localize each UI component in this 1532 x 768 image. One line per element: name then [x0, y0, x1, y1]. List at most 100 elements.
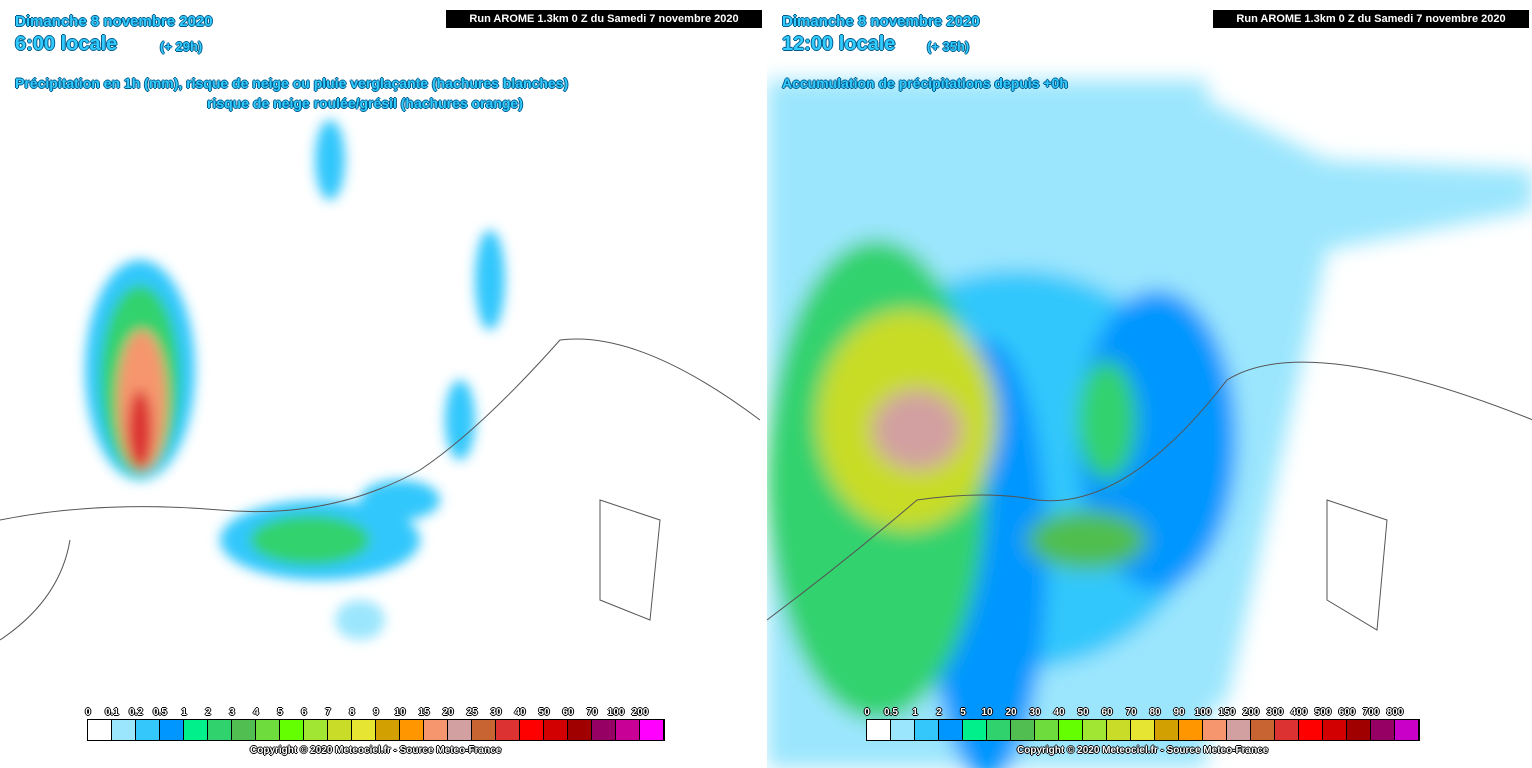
legend-label: 30	[1029, 707, 1041, 718]
legend-swatch	[1059, 720, 1083, 740]
legend-swatch	[987, 720, 1011, 740]
legend-swatch	[400, 720, 424, 740]
map	[767, 80, 1532, 768]
legend-label: 2	[936, 707, 942, 718]
run-label: Run AROME 1.3km 0 Z du Samedi 7 novembre…	[446, 10, 762, 28]
legend-swatch	[867, 720, 891, 740]
legend-swatch	[376, 720, 400, 740]
copyright: Copyright © 2020 Meteociel.fr - Source M…	[1017, 745, 1269, 756]
legend-label: 90	[1173, 707, 1185, 718]
copyright: Copyright © 2020 Meteociel.fr - Source M…	[250, 745, 502, 756]
legend-label: 50	[1077, 707, 1089, 718]
legend-swatch	[520, 720, 544, 740]
title-line: Précipitation en 1h (mm), risque de neig…	[15, 75, 569, 91]
legend-swatch	[352, 720, 376, 740]
legend-swatch	[496, 720, 520, 740]
legend-label: 4	[253, 707, 259, 718]
legend-swatch	[616, 720, 640, 740]
date: Dimanche 8 novembre 2020	[15, 13, 213, 30]
legend-label: 200	[1242, 707, 1260, 718]
legend-label: 200	[631, 707, 649, 718]
legend-swatch	[304, 720, 328, 740]
legend-swatch	[1083, 720, 1107, 740]
legend-label: 10	[981, 707, 993, 718]
legend-swatch	[1251, 720, 1275, 740]
legend-swatch	[568, 720, 592, 740]
legend	[866, 719, 1420, 741]
legend-swatch	[160, 720, 184, 740]
legend-swatch	[592, 720, 616, 740]
legend-swatch	[544, 720, 568, 740]
legend-swatch	[939, 720, 963, 740]
map-panel: Dimanche 8 novembre 2020 12:00 locale (+ 3…	[767, 0, 1532, 768]
legend-label: 10	[394, 707, 406, 718]
legend-swatch	[915, 720, 939, 740]
legend-swatch	[1155, 720, 1179, 740]
lead: (+ 35h)	[927, 39, 970, 54]
legend-label: 1	[912, 707, 918, 718]
legend-label: 60	[1101, 707, 1113, 718]
legend-swatch	[1347, 720, 1371, 740]
legend-label: 20	[442, 707, 454, 718]
legend-label: 70	[586, 707, 598, 718]
title-line: risque de neige roulée/grésil (hachures …	[207, 95, 523, 111]
legend-swatch	[424, 720, 448, 740]
legend-swatch	[1131, 720, 1155, 740]
legend-label: 7	[325, 707, 331, 718]
legend-label: 700	[1362, 707, 1380, 718]
legend-swatch	[1179, 720, 1203, 740]
legend-label: 0	[864, 707, 870, 718]
legend-label: 100	[607, 707, 625, 718]
precipitation	[767, 80, 1532, 768]
legend-swatch	[256, 720, 280, 740]
legend-label: 40	[1053, 707, 1065, 718]
legend-label: 1	[181, 707, 187, 718]
lead: (+ 29h)	[160, 39, 203, 54]
legend-label: 0	[85, 707, 91, 718]
legend-swatch	[232, 720, 256, 740]
legend-label: 150	[1218, 707, 1236, 718]
legend-swatch	[1107, 720, 1131, 740]
legend-label: 80	[1149, 707, 1161, 718]
legend-label: 30	[490, 707, 502, 718]
legend-label: 400	[1290, 707, 1308, 718]
legend-label: 50	[538, 707, 550, 718]
legend-label: 800	[1386, 707, 1404, 718]
legend-swatch	[1299, 720, 1323, 740]
legend-swatch	[184, 720, 208, 740]
legend-label: 3	[229, 707, 235, 718]
legend-label: 0.1	[105, 707, 119, 718]
legend-swatch	[328, 720, 352, 740]
map	[0, 120, 761, 641]
legend-label: 20	[1005, 707, 1017, 718]
legend-label: 8	[349, 707, 355, 718]
legend-swatch	[640, 720, 664, 740]
legend-swatch	[136, 720, 160, 740]
coastline	[0, 338, 761, 641]
legend-swatch	[1371, 720, 1395, 740]
legend-swatch	[208, 720, 232, 740]
legend-swatch	[112, 720, 136, 740]
legend-swatch	[1227, 720, 1251, 740]
precipitation	[85, 120, 505, 640]
legend-swatch	[88, 720, 112, 740]
time: 12:00 locale	[782, 33, 896, 55]
legend-label: 15	[418, 707, 430, 718]
legend-label: 300	[1266, 707, 1284, 718]
legend-label: 25	[466, 707, 478, 718]
legend-label: 9	[373, 707, 379, 718]
legend-swatch	[1035, 720, 1059, 740]
legend-label: 40	[514, 707, 526, 718]
legend-swatch	[280, 720, 304, 740]
legend-label: 100	[1194, 707, 1212, 718]
date: Dimanche 8 novembre 2020	[782, 13, 980, 30]
legend-label: 5	[277, 707, 283, 718]
legend-swatch	[963, 720, 987, 740]
legend-label: 5	[960, 707, 966, 718]
legend-swatch	[1203, 720, 1227, 740]
legend-swatch	[1323, 720, 1347, 740]
legend-swatch	[1011, 720, 1035, 740]
legend-label: 0.2	[129, 707, 143, 718]
legend-swatch	[448, 720, 472, 740]
